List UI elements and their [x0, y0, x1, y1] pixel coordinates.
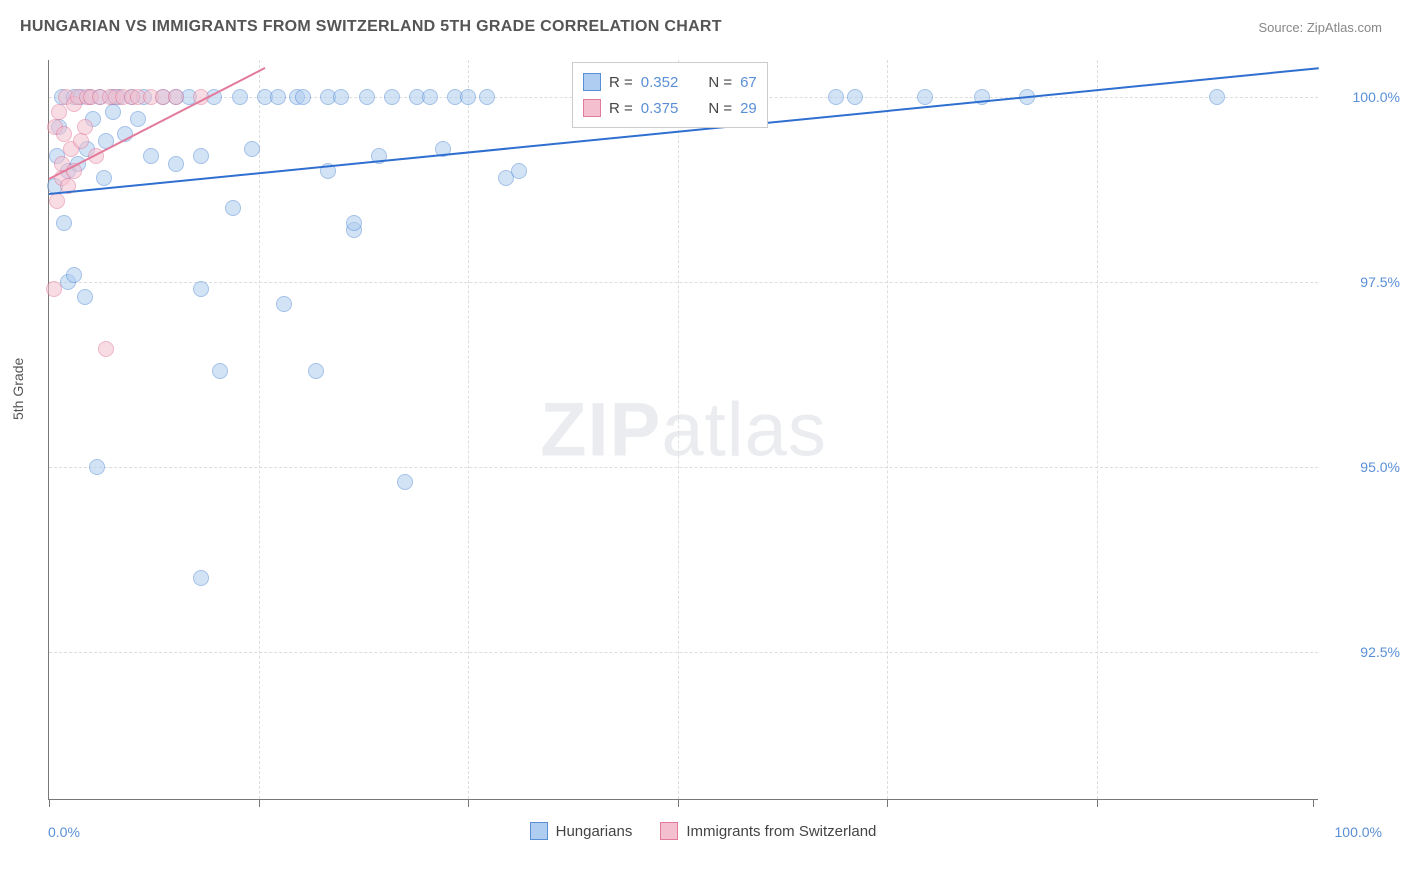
data-point	[193, 570, 209, 586]
gridline-vertical	[887, 60, 888, 799]
x-tick	[49, 799, 50, 807]
stats-legend-box: R = 0.352 N = 67 R = 0.375 N = 29	[572, 62, 768, 128]
x-tick	[468, 799, 469, 807]
data-point	[77, 119, 93, 135]
stat-n-label: N =	[708, 100, 732, 117]
y-tick-label: 95.0%	[1330, 459, 1400, 475]
y-tick-label: 92.5%	[1330, 644, 1400, 660]
stat-n-label: N =	[708, 74, 732, 91]
data-point	[168, 156, 184, 172]
data-point	[56, 126, 72, 142]
watermark: ZIPatlas	[540, 386, 827, 473]
data-point	[295, 89, 311, 105]
y-tick-label: 100.0%	[1330, 89, 1400, 105]
data-point	[212, 363, 228, 379]
legend-swatch	[583, 73, 601, 91]
data-point	[847, 89, 863, 105]
gridline-vertical	[1097, 60, 1098, 799]
stat-n-value: 29	[740, 100, 757, 117]
data-point	[51, 104, 67, 120]
gridline-vertical	[678, 60, 679, 799]
data-point	[460, 89, 476, 105]
data-point	[193, 148, 209, 164]
stat-r-label: R =	[609, 74, 633, 91]
legend-swatch	[530, 822, 548, 840]
data-point	[276, 296, 292, 312]
data-point	[193, 281, 209, 297]
stats-row: R = 0.352 N = 67	[583, 69, 757, 95]
legend-swatch	[583, 99, 601, 117]
data-point	[46, 281, 62, 297]
legend-label: Hungarians	[556, 823, 633, 840]
data-point	[225, 200, 241, 216]
data-point	[96, 170, 112, 186]
y-axis-title: 5th Grade	[10, 358, 26, 420]
data-point	[384, 89, 400, 105]
data-point	[346, 215, 362, 231]
data-point	[917, 89, 933, 105]
data-point	[77, 289, 93, 305]
data-point	[244, 141, 260, 157]
stats-row: R = 0.375 N = 29	[583, 95, 757, 121]
legend-label: Immigrants from Switzerland	[686, 823, 876, 840]
gridline-vertical	[259, 60, 260, 799]
data-point	[333, 89, 349, 105]
data-point	[73, 133, 89, 149]
gridline-horizontal	[49, 652, 1318, 653]
data-point	[56, 215, 72, 231]
x-tick	[259, 799, 260, 807]
legend-swatch	[660, 822, 678, 840]
data-point	[105, 104, 121, 120]
x-tick	[887, 799, 888, 807]
x-tick	[1097, 799, 1098, 807]
watermark-bold: ZIP	[540, 387, 661, 472]
x-tick	[1313, 799, 1314, 807]
stat-n-value: 67	[740, 74, 757, 91]
stat-r-value: 0.375	[641, 100, 679, 117]
data-point	[308, 363, 324, 379]
plot-area: ZIPatlas 100.0%97.5%95.0%92.5%	[48, 60, 1318, 800]
legend-item: Hungarians	[530, 822, 633, 840]
data-point	[66, 267, 82, 283]
data-point	[828, 89, 844, 105]
gridline-horizontal	[49, 467, 1318, 468]
gridline-vertical	[468, 60, 469, 799]
data-point	[143, 148, 159, 164]
x-tick	[678, 799, 679, 807]
data-point	[270, 89, 286, 105]
y-tick-label: 97.5%	[1330, 274, 1400, 290]
data-point	[479, 89, 495, 105]
data-point	[98, 341, 114, 357]
stat-r-label: R =	[609, 100, 633, 117]
chart-title: HUNGARIAN VS IMMIGRANTS FROM SWITZERLAND…	[20, 18, 722, 36]
data-point	[232, 89, 248, 105]
data-point	[1209, 89, 1225, 105]
data-point	[89, 459, 105, 475]
gridline-horizontal	[49, 282, 1318, 283]
watermark-thin: atlas	[661, 387, 827, 472]
legend-item: Immigrants from Switzerland	[660, 822, 876, 840]
data-point	[397, 474, 413, 490]
data-point	[168, 89, 184, 105]
data-point	[359, 89, 375, 105]
data-point	[422, 89, 438, 105]
source-label: Source: ZipAtlas.com	[1258, 20, 1382, 35]
data-point	[130, 111, 146, 127]
stat-r-value: 0.352	[641, 74, 679, 91]
data-point	[511, 163, 527, 179]
bottom-legend: Hungarians Immigrants from Switzerland	[0, 822, 1406, 840]
